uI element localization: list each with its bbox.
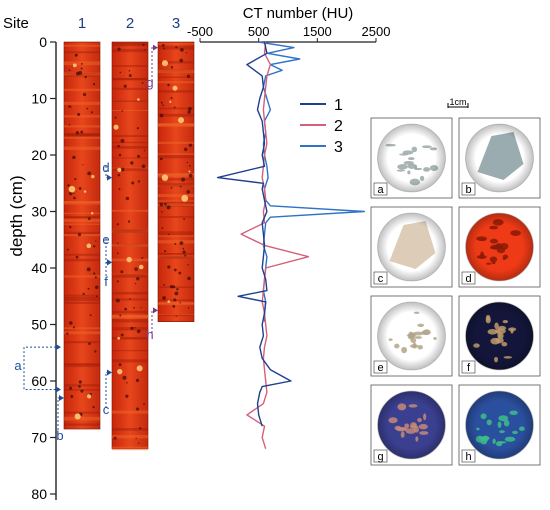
marker-a: a xyxy=(14,344,61,393)
legend-label: 2 xyxy=(334,118,343,135)
depth-ticks: 0 10 20 30 40 50 60 70 80 xyxy=(31,34,56,502)
photo-panel-g: g xyxy=(370,384,453,466)
ct-x-ticks: -500 500 1500 2500 xyxy=(187,24,390,42)
marker-c: c xyxy=(103,369,112,417)
marker-f: f xyxy=(104,259,112,289)
ct-tick-label: -500 xyxy=(187,24,213,39)
depth-tick-label: 40 xyxy=(31,260,47,276)
depth-tick-label: 0 xyxy=(39,34,47,50)
panel-letter: g xyxy=(377,451,383,463)
marker-label: c xyxy=(103,402,110,417)
core-1: 1 xyxy=(63,15,101,430)
marker-label: a xyxy=(14,358,22,373)
photo-panels: a b c d e f g h xyxy=(370,117,541,466)
depth-tick-label: 70 xyxy=(31,430,47,446)
ct-plot: CT number (HU) -500 500 1500 2500 1 2 3 xyxy=(187,5,390,450)
photo-panel-d: d xyxy=(458,206,541,288)
ct-tick-label: 500 xyxy=(248,24,270,39)
core-3: 3 xyxy=(157,15,195,322)
marker-h: h xyxy=(146,307,158,342)
legend-label: 3 xyxy=(334,139,343,156)
marker-label: g xyxy=(146,75,153,90)
depth-tick-label: 20 xyxy=(31,147,47,163)
marker-label: d xyxy=(102,160,109,175)
photo-panel-b: b xyxy=(458,117,541,199)
sample-markers: a b c d e f g h xyxy=(14,44,158,443)
photo-panel-h: h xyxy=(458,384,541,466)
depth-tick-label: 10 xyxy=(31,91,47,107)
marker-b: b xyxy=(56,394,64,443)
ct-line-series-1 xyxy=(216,41,292,427)
ct-series xyxy=(216,41,365,450)
marker-d: d xyxy=(102,160,112,181)
core-label: 2 xyxy=(126,15,134,32)
depth-axis: Site 0 10 20 30 40 50 60 70 80 depth (cm) xyxy=(3,15,57,502)
core-2: 2 xyxy=(111,15,149,451)
panel-letter: c xyxy=(378,273,384,285)
panel-letter: e xyxy=(377,362,383,374)
photo-panel-f: f xyxy=(458,295,541,377)
panel-letter: f xyxy=(467,362,471,374)
ct-line-series-2 xyxy=(240,41,310,450)
core-image xyxy=(111,41,149,450)
panel-letter: b xyxy=(465,184,471,196)
panel-letter: d xyxy=(465,273,471,285)
legend-label: 1 xyxy=(334,97,343,114)
depth-tick-label: 80 xyxy=(31,486,47,502)
marker-g: g xyxy=(146,44,158,90)
scale-bar-label: 1cm xyxy=(449,97,466,107)
depth-tick-label: 60 xyxy=(31,373,47,389)
scale-bar: 1cm xyxy=(447,97,469,108)
ct-line-series-3 xyxy=(258,41,365,322)
ct-plot-title: CT number (HU) xyxy=(243,5,354,22)
photo-panel-e: e xyxy=(370,295,453,377)
ct-legend: 1 2 3 xyxy=(300,97,343,156)
depth-tick-label: 30 xyxy=(31,204,47,220)
marker-label: b xyxy=(56,428,63,443)
photo-panel-a: a xyxy=(370,117,453,199)
depth-axis-label: depth (cm) xyxy=(7,175,26,256)
site-label: Site xyxy=(3,15,29,32)
core-label: 1 xyxy=(78,15,86,32)
core-images: 1 2 3 xyxy=(63,15,195,451)
depth-tick-label: 50 xyxy=(31,317,47,333)
panel-letter: a xyxy=(377,184,384,196)
marker-label: e xyxy=(102,232,109,247)
photo-panel-c: c xyxy=(370,206,453,288)
marker-label: h xyxy=(146,327,153,342)
marker-label: f xyxy=(104,274,108,289)
panel-letter: h xyxy=(465,451,471,463)
ct-tick-label: 1500 xyxy=(303,24,332,39)
ct-tick-label: 2500 xyxy=(362,24,391,39)
core-label: 3 xyxy=(172,15,180,32)
